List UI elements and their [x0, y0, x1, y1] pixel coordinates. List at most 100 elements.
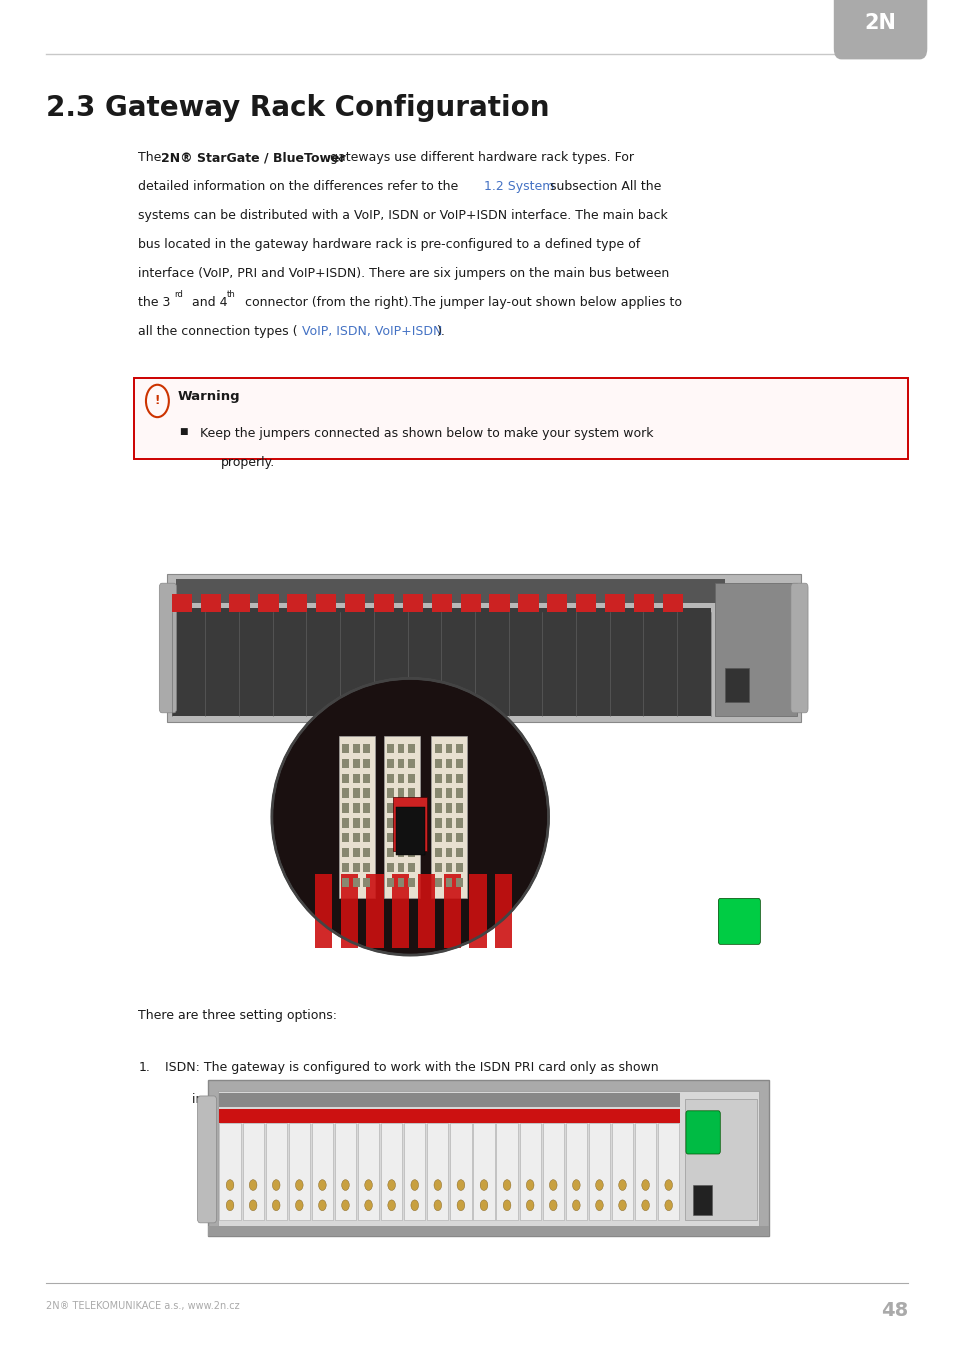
Bar [456, 848, 462, 857]
Bar [219, 1123, 240, 1220]
Bar [363, 878, 370, 887]
Circle shape [526, 1180, 534, 1191]
Circle shape [456, 1180, 464, 1191]
Bar [387, 848, 394, 857]
Bar [565, 1123, 586, 1220]
Text: Keep the jumpers connected as shown below to make your system work: Keep the jumpers connected as shown belo… [200, 427, 653, 440]
Bar [456, 863, 462, 872]
Bar [604, 594, 624, 612]
Bar [353, 833, 359, 842]
Bar [456, 744, 462, 753]
Bar [342, 788, 349, 798]
Text: 2.3 Gateway Rack Configuration: 2.3 Gateway Rack Configuration [46, 95, 549, 123]
Circle shape [364, 1180, 372, 1191]
Bar [456, 878, 462, 887]
Bar [395, 807, 424, 855]
Bar [342, 818, 349, 828]
Bar [397, 803, 404, 813]
Bar [342, 803, 349, 813]
Circle shape [549, 1200, 557, 1211]
Bar [431, 736, 467, 898]
Circle shape [273, 1180, 280, 1191]
Bar [443, 873, 460, 948]
Bar [342, 878, 349, 887]
Bar [258, 594, 278, 612]
Bar [387, 788, 394, 798]
Bar [435, 744, 441, 753]
Bar [408, 833, 415, 842]
Bar [353, 863, 359, 872]
Text: properly.: properly. [221, 456, 275, 468]
Text: 2N® TELEKOMUNIKACE a.s., www.2n.cz: 2N® TELEKOMUNIKACE a.s., www.2n.cz [46, 1301, 239, 1311]
Text: interface (VoIP, PRI and VoIP+ISDN). There are six jumpers on the main bus betwe: interface (VoIP, PRI and VoIP+ISDN). The… [138, 267, 669, 281]
Bar [692, 1185, 711, 1215]
Circle shape [364, 1200, 372, 1211]
Bar [219, 1094, 679, 1107]
Text: th: th [227, 290, 235, 298]
Circle shape [411, 1180, 418, 1191]
Bar [387, 759, 394, 768]
Circle shape [341, 1200, 349, 1211]
Bar [242, 1123, 263, 1220]
Bar [363, 774, 370, 783]
Circle shape [503, 1200, 511, 1211]
Text: There are three setting options:: There are three setting options: [138, 1008, 337, 1022]
Bar [445, 774, 452, 783]
Bar [342, 848, 349, 857]
Bar [547, 594, 567, 612]
Bar [217, 1091, 759, 1226]
Text: bus located in the gateway hardware rack is pre-configured to a defined type of: bus located in the gateway hardware rack… [138, 239, 639, 251]
Bar [473, 1123, 494, 1220]
Bar [445, 863, 452, 872]
Bar [445, 818, 452, 828]
Bar [469, 873, 486, 948]
Circle shape [249, 1180, 256, 1191]
Circle shape [318, 1200, 326, 1211]
Bar [314, 873, 332, 948]
Bar [408, 878, 415, 887]
Bar [456, 818, 462, 828]
Bar [176, 579, 724, 603]
Circle shape [295, 1200, 303, 1211]
Bar [684, 1099, 757, 1220]
Text: 2N® StarGate / BlueTower: 2N® StarGate / BlueTower [161, 151, 346, 165]
Bar [380, 1123, 402, 1220]
Text: 1.: 1. [138, 1061, 150, 1075]
Bar [397, 774, 404, 783]
Circle shape [456, 1200, 464, 1211]
Bar [456, 788, 462, 798]
Bar [435, 818, 441, 828]
Text: ■: ■ [179, 427, 188, 436]
Bar [353, 878, 359, 887]
Bar [172, 594, 192, 612]
Circle shape [641, 1200, 649, 1211]
Bar [445, 744, 452, 753]
Bar [167, 574, 801, 722]
Bar [408, 863, 415, 872]
FancyBboxPatch shape [133, 378, 907, 459]
Circle shape [341, 1180, 349, 1191]
Bar [496, 1123, 517, 1220]
Bar [435, 833, 441, 842]
Text: the 3: the 3 [138, 297, 171, 309]
Circle shape [434, 1200, 441, 1211]
Bar [387, 744, 394, 753]
Bar [363, 744, 370, 753]
Text: ).: ). [436, 325, 445, 339]
Text: in the figure below:: in the figure below: [192, 1094, 313, 1106]
Bar [397, 863, 404, 872]
Text: !: ! [154, 394, 160, 408]
Bar [402, 594, 422, 612]
Bar [435, 863, 441, 872]
Circle shape [664, 1200, 672, 1211]
Bar [387, 863, 394, 872]
Circle shape [549, 1180, 557, 1191]
Bar [342, 744, 349, 753]
Bar [353, 744, 359, 753]
Circle shape [503, 1180, 511, 1191]
Text: and 4: and 4 [188, 297, 227, 309]
Bar [408, 788, 415, 798]
Bar [460, 594, 480, 612]
Bar [427, 1123, 448, 1220]
Bar [342, 759, 349, 768]
